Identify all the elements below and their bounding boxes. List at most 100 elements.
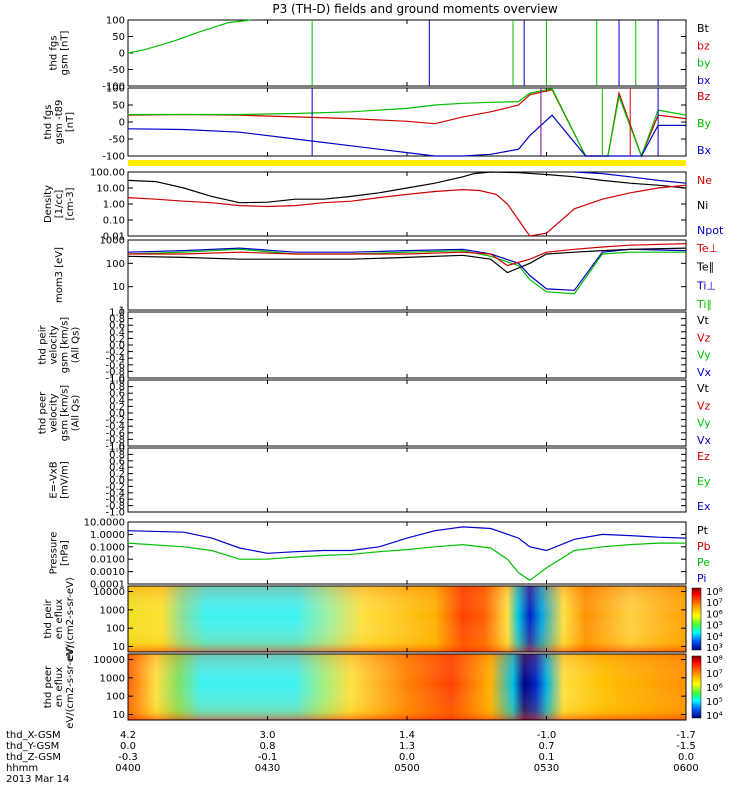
legend-entry: Ey: [697, 475, 711, 488]
y-axis-label: thd peer: [38, 391, 49, 434]
x-axis-row-label: hhmm: [6, 763, 38, 774]
x-axis-value: 0530: [534, 763, 559, 774]
x-axis-value: -0.1: [258, 752, 278, 763]
y-tick-label: 10: [112, 710, 125, 721]
panel-2: [127, 87, 687, 158]
series-line: [127, 248, 686, 295]
legend-entry: Ez: [697, 450, 710, 463]
panel-9: [127, 585, 702, 653]
legend-entry: Ni: [697, 199, 708, 212]
legend-entry: Te∥: [696, 261, 714, 274]
y-tick-label: 0.0: [109, 409, 125, 420]
panel-frame: [127, 171, 687, 237]
data-gap-bar: [128, 160, 686, 166]
y-tick-label: -0.2: [105, 415, 125, 426]
y-tick-label: 10: [112, 282, 125, 293]
y-tick-label: 0.0010: [90, 567, 125, 578]
panel-frame: [127, 379, 687, 447]
colorbar: [691, 587, 702, 651]
legend-entry: Te⊥: [696, 242, 718, 255]
colorbar: [691, 655, 702, 719]
x-axis-value: 0.1: [539, 752, 555, 763]
y-tick-label: 100: [106, 16, 125, 27]
x-axis-value: -1.0: [537, 730, 557, 741]
y-tick-label: 100: [106, 692, 125, 703]
y-tick-label: 0.01: [103, 232, 125, 243]
panel-frame: [127, 521, 687, 585]
legend-entry: Pt: [697, 524, 709, 537]
y-tick-label: -0.8: [105, 501, 125, 512]
y-tick-label: -0.4: [105, 488, 125, 499]
legend-entry: By: [697, 117, 712, 130]
y-axis-label: velocity: [49, 393, 60, 432]
panel-7: [127, 447, 687, 513]
y-tick-label: -0.8: [105, 435, 125, 446]
y-axis-label: thd fgs: [49, 36, 60, 71]
y-axis-label: (All Qs): [71, 395, 82, 432]
colorbar-tick-label: 10⁷: [706, 598, 723, 609]
legend-entry: Pe: [697, 556, 710, 569]
y-tick-label: 0: [119, 49, 125, 60]
y-axis-label: en eflux: [54, 599, 65, 639]
y-tick-label: 0.0: [109, 341, 125, 352]
x-axis-value: 0.0: [120, 741, 136, 752]
y-tick-label: 50: [112, 101, 125, 112]
y-axis-label: [nPa]: [60, 540, 71, 566]
panel-frame: [127, 311, 687, 379]
y-axis-label: mom3 [eV]: [54, 247, 65, 303]
y-tick-label: 10.0000: [84, 518, 125, 529]
y-axis-label: thd peir: [43, 599, 54, 639]
y-tick-label: 100: [106, 84, 125, 95]
y-tick-label: 1000: [100, 605, 125, 616]
legend-entry: Vy: [697, 349, 711, 362]
x-axis-row-label: thd_Y-GSM: [6, 741, 59, 752]
x-axis-value: -0.3: [118, 752, 138, 763]
panel-6: [127, 379, 687, 447]
y-tick-label: 1000: [100, 236, 125, 247]
panel-3: [127, 171, 687, 237]
y-tick-label: -0.8: [105, 367, 125, 378]
y-tick-label: 0.6: [109, 456, 125, 467]
series-line: [127, 247, 687, 274]
x-axis-row-label: thd_Z-GSM: [6, 752, 61, 763]
y-tick-label: -100: [102, 152, 125, 163]
y-tick-label: 100: [106, 624, 125, 635]
y-tick-label: -0.4: [105, 422, 125, 433]
legend-entry: Vt: [697, 314, 710, 327]
y-tick-label: -0.6: [105, 428, 125, 439]
series-line: [128, 88, 687, 158]
colorbar-tick-label: 10⁶: [706, 609, 723, 620]
legend-entry: Bt: [697, 22, 710, 35]
y-tick-label: -0.6: [105, 360, 125, 371]
y-axis-label: [mV/m]: [60, 461, 71, 499]
x-axis-value: 0.8: [260, 741, 276, 752]
y-tick-label: -0.2: [105, 347, 125, 358]
panel-8: [127, 521, 687, 585]
y-tick-label: 0.0: [109, 476, 125, 487]
panel-frame: [127, 447, 687, 513]
y-tick-label: 0.0100: [90, 555, 125, 566]
y-axis-label: [cm-3]: [65, 187, 76, 220]
colorbar-tick-label: 10⁵: [706, 621, 723, 632]
panel-5: [127, 311, 687, 379]
series-line: [127, 542, 686, 582]
legend-entry: Ex: [697, 500, 711, 513]
colorbar-tick-label: 10⁷: [706, 669, 723, 680]
y-axis-label: en eflux: [54, 667, 65, 707]
legend-entry: by: [697, 57, 711, 70]
y-axis-label: gsm [nT]: [60, 31, 71, 76]
legend-entry: Bx: [697, 144, 712, 157]
series-line: [127, 184, 687, 237]
y-tick-label: 0.2: [109, 469, 125, 480]
y-tick-label: 10000: [93, 655, 125, 666]
y-tick-label: 10.00: [96, 184, 125, 195]
legend-entry: Vy: [697, 417, 711, 430]
y-tick-label: 0.2: [109, 334, 125, 345]
y-axis-label: Density: [43, 185, 54, 223]
y-tick-label: -0.6: [105, 495, 125, 506]
legend-entry: bz: [697, 39, 710, 52]
y-tick-label: 0.1000: [90, 542, 125, 553]
spectrogram-shading: [128, 654, 686, 720]
